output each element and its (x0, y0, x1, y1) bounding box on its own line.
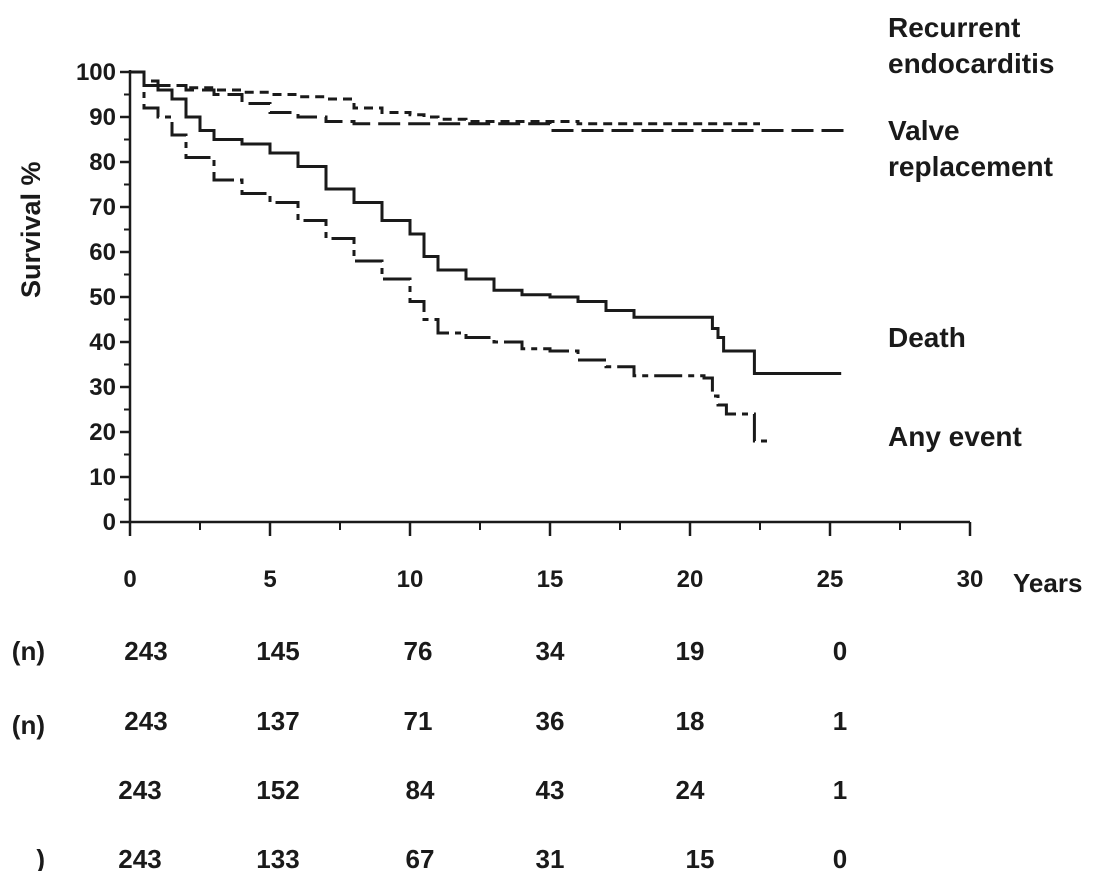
risk-cell: 243 (118, 844, 161, 871)
x-tick-label: 0 (123, 566, 136, 593)
risk-cell: 243 (124, 706, 167, 736)
risk-cell: 36 (536, 706, 565, 736)
y-tick-label: 70 (89, 194, 116, 221)
y-tick-label: 0 (103, 509, 116, 536)
risk-cell: 145 (256, 636, 299, 666)
y-tick-label: 100 (76, 59, 116, 86)
risk-row-label: (n) (12, 710, 45, 740)
x-tick-label: 30 (957, 566, 984, 593)
risk-cell: 243 (118, 775, 161, 805)
x-tick-label: 25 (817, 566, 844, 593)
risk-cell: 71 (404, 706, 433, 736)
y-tick-label: 10 (89, 464, 116, 491)
risk-cell: 15 (686, 844, 715, 871)
series-label-2-line2: replacement (888, 151, 1053, 182)
series-label-3: Death (888, 322, 966, 353)
risk-cell: 34 (536, 636, 565, 666)
series-label-1-line2: endocarditis (888, 48, 1054, 79)
x-tick-label: 20 (677, 566, 704, 593)
risk-cell: 243 (124, 636, 167, 666)
risk-cell: 19 (676, 636, 705, 666)
risk-cell: 31 (536, 844, 565, 871)
y-tick-label: 90 (89, 104, 116, 131)
risk-cell: 76 (404, 636, 433, 666)
y-tick-label: 50 (89, 284, 116, 311)
risk-cell: 84 (406, 775, 435, 805)
series-lines (130, 70, 844, 443)
series-label-1: Recurrent (888, 12, 1020, 43)
risk-cell: 24 (676, 775, 705, 805)
risk-cell: 18 (676, 706, 705, 736)
series-label-2: Valve (888, 115, 960, 146)
y-tick-label: 80 (89, 149, 116, 176)
y-tick-label: 20 (89, 419, 116, 446)
series-labels: Recurrent endocarditis Valve replacement Dea… (888, 12, 1054, 452)
y-tick-label: 30 (89, 374, 116, 401)
risk-row-label: (n) (12, 636, 45, 666)
x-axis-title: Years (1013, 568, 1082, 598)
series-line-1 (130, 70, 760, 126)
series-line-4 (130, 70, 772, 443)
risk-cell: 43 (536, 775, 565, 805)
risk-cell: 1 (833, 706, 847, 736)
y-tick-label: 60 (89, 239, 116, 266)
x-tick-label: 5 (263, 566, 276, 593)
risk-cell: 137 (256, 706, 299, 736)
x-tick-label: 10 (397, 566, 424, 593)
risk-row-label: ) (36, 844, 45, 871)
risk-cell: 152 (256, 775, 299, 805)
series-line-3 (130, 70, 842, 375)
x-tick-label: 15 (537, 566, 564, 593)
risk-cell: 1 (833, 775, 847, 805)
risk-table: (n) 243 145 76 34 19 0 (n) 243 137 71 36 18 1 243 152 84… (12, 636, 847, 871)
risk-cell: 0 (833, 636, 847, 666)
axes: 0 10 20 30 40 50 60 70 80 90 100 0 5 10 15 20 25 30 Years S… (16, 59, 1082, 598)
risk-cell: 0 (833, 844, 847, 871)
risk-cell: 67 (406, 844, 435, 871)
series-label-4: Any event (888, 421, 1022, 452)
risk-cell: 133 (256, 844, 299, 871)
series-line-2 (130, 70, 844, 132)
y-axis-title: Survival % (16, 161, 46, 298)
y-tick-label: 40 (89, 329, 116, 356)
